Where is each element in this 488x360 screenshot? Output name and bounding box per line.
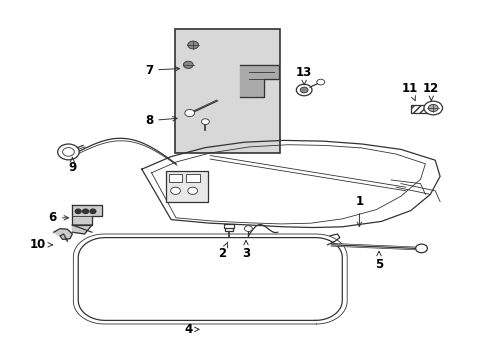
Text: 9: 9 xyxy=(68,158,76,174)
Circle shape xyxy=(183,61,193,68)
Text: 13: 13 xyxy=(295,66,312,85)
Circle shape xyxy=(201,119,209,125)
Circle shape xyxy=(316,79,324,85)
Bar xyxy=(410,105,429,113)
Bar xyxy=(166,171,207,202)
Circle shape xyxy=(415,244,427,253)
Circle shape xyxy=(82,209,88,213)
Circle shape xyxy=(244,226,252,231)
Text: 1: 1 xyxy=(355,195,363,226)
Polygon shape xyxy=(239,65,278,97)
Text: 11: 11 xyxy=(401,82,417,100)
Circle shape xyxy=(187,41,198,49)
Text: 12: 12 xyxy=(422,82,439,101)
Text: 5: 5 xyxy=(374,251,382,271)
Bar xyxy=(185,174,199,182)
Circle shape xyxy=(170,187,180,194)
Circle shape xyxy=(90,209,96,213)
Circle shape xyxy=(300,87,307,93)
Circle shape xyxy=(423,101,442,115)
Polygon shape xyxy=(72,205,102,225)
Polygon shape xyxy=(54,229,72,241)
Text: 6: 6 xyxy=(49,211,68,224)
Circle shape xyxy=(75,209,81,213)
Circle shape xyxy=(296,84,311,96)
Bar xyxy=(224,226,232,231)
Text: 3: 3 xyxy=(242,240,249,260)
Circle shape xyxy=(427,104,437,112)
Text: 4: 4 xyxy=(184,323,199,336)
Circle shape xyxy=(58,144,79,160)
Circle shape xyxy=(184,109,194,117)
Bar xyxy=(224,224,233,228)
Bar xyxy=(174,29,279,153)
Text: 8: 8 xyxy=(145,114,177,127)
Circle shape xyxy=(187,187,197,194)
Text: 10: 10 xyxy=(30,238,52,251)
Text: 2: 2 xyxy=(218,242,227,260)
Polygon shape xyxy=(72,225,92,234)
Circle shape xyxy=(62,148,74,156)
Text: 7: 7 xyxy=(145,64,179,77)
Bar xyxy=(168,174,182,182)
